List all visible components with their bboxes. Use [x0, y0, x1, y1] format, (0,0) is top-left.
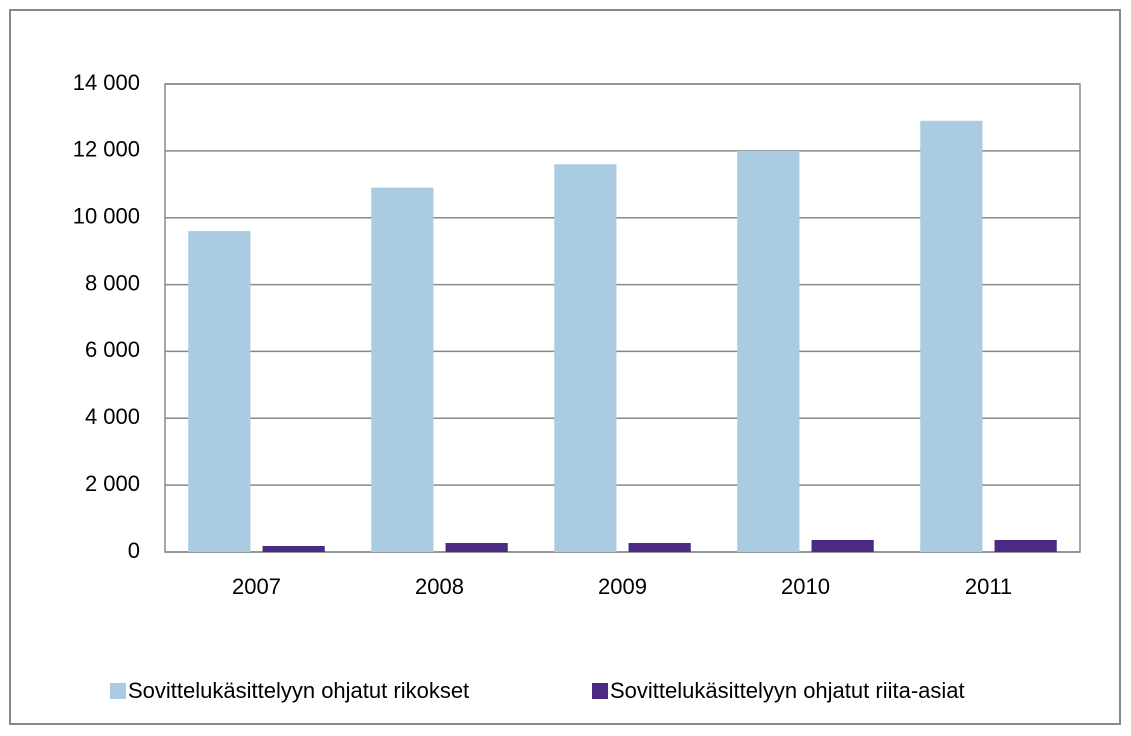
x-tick-label: 2007	[232, 574, 281, 599]
legend-swatch	[592, 683, 608, 699]
bar	[994, 539, 1057, 552]
y-tick-label: 14 000	[73, 70, 140, 95]
bar	[920, 120, 983, 553]
bar	[554, 164, 617, 552]
bar	[737, 150, 800, 552]
bar	[188, 231, 251, 553]
x-tick-label: 2009	[598, 574, 647, 599]
y-tick-label: 0	[128, 538, 140, 563]
x-tick-label: 2010	[781, 574, 830, 599]
x-tick-label: 2008	[415, 574, 464, 599]
legend-label: Sovittelukäsittelyyn ohjatut rikokset	[128, 678, 469, 703]
bar	[445, 542, 508, 552]
bar	[371, 187, 434, 552]
bar	[262, 545, 325, 552]
legend-swatch	[110, 683, 126, 699]
y-tick-label: 4 000	[85, 404, 140, 429]
y-tick-label: 12 000	[73, 137, 140, 162]
y-tick-label: 6 000	[85, 337, 140, 362]
legend-label: Sovittelukäsittelyyn ohjatut riita-asiat	[610, 678, 965, 703]
bar	[628, 542, 691, 552]
y-tick-label: 2 000	[85, 471, 140, 496]
y-tick-label: 8 000	[85, 270, 140, 295]
y-tick-label: 10 000	[73, 204, 140, 229]
x-tick-label: 2011	[965, 574, 1012, 599]
bar	[811, 539, 874, 552]
